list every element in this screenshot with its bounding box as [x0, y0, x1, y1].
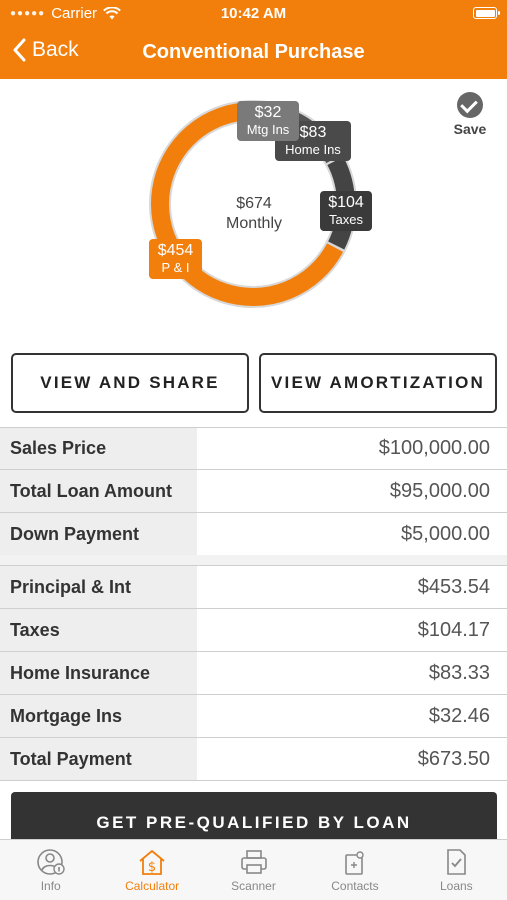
view-amortization-button[interactable]: VIEW AMORTIZATION [259, 353, 497, 413]
tab-scanner[interactable]: Scanner [203, 840, 304, 900]
signal-icon: ●●●●● [10, 8, 46, 19]
segment-home-ins-amount: $83 [299, 124, 327, 141]
header: ●●●●● Carrier 10:42 AM Back Conventional… [0, 0, 507, 79]
tab-label: Info [40, 879, 61, 893]
row-label: Taxes [0, 609, 197, 651]
segment-mtg-ins-name: Mtg Ins [246, 122, 290, 137]
svg-text:$: $ [148, 860, 156, 875]
table-row: Home Insurance $83.33 [0, 652, 507, 695]
table-row: Principal & Int $453.54 [0, 566, 507, 609]
back-label: Back [32, 38, 79, 61]
tab-contacts[interactable]: Contacts [304, 840, 405, 900]
tab-label: Contacts [331, 879, 379, 893]
segment-pi-amount: $454 [157, 242, 194, 259]
checkmark-icon [457, 92, 483, 118]
section-divider [0, 555, 507, 566]
nav-bar: Back Conventional Purchase [0, 30, 507, 76]
monthly-label: Monthly [225, 215, 283, 232]
table-row: Taxes $104.17 [0, 609, 507, 652]
segment-label-mtg-ins: $32 Mtg Ins [237, 101, 299, 141]
back-button[interactable]: Back [12, 38, 79, 62]
row-label: Home Insurance [0, 652, 197, 694]
chart-center-label: $674 Monthly [200, 194, 308, 234]
segment-pi-name: P & I [161, 260, 190, 275]
tab-label: Loans [439, 879, 473, 893]
document-check-icon [447, 849, 467, 875]
status-bar: ●●●●● Carrier 10:42 AM [0, 0, 507, 28]
row-value: $673.50 [417, 748, 490, 770]
payment-donut-chart: $674 Monthly $454 P & I $104 Taxes $83 H… [0, 79, 507, 339]
carrier-label: Carrier [51, 5, 98, 22]
view-and-share-button[interactable]: VIEW AND SHARE [11, 353, 249, 413]
row-value: $104.17 [417, 619, 490, 641]
segment-home-ins-name: Home Ins [285, 142, 341, 157]
tab-info[interactable]: Info [0, 840, 101, 900]
table-row: Total Payment $673.50 [0, 738, 507, 781]
row-value: $5,000.00 [401, 523, 490, 545]
segment-taxes-name: Taxes [329, 212, 363, 227]
segment-taxes-amount: $104 [328, 194, 364, 211]
house-dollar-icon: $ [139, 850, 165, 875]
printer-icon [240, 850, 267, 874]
chevron-left-icon [13, 38, 26, 62]
tab-bar: Info $ Calculator Scanner Contacts Loans [0, 839, 507, 900]
tab-label: Scanner [231, 879, 276, 893]
row-value: $95,000.00 [389, 480, 490, 502]
tab-loans[interactable]: Loans [406, 840, 507, 900]
table-row: Total Loan Amount $95,000.00 [0, 470, 507, 513]
row-value: $100,000.00 [378, 437, 490, 459]
info-person-icon [36, 849, 65, 875]
contacts-icon [345, 851, 364, 875]
table-row: Down Payment $5,000.00 [0, 513, 507, 556]
row-value: $32.46 [428, 705, 490, 727]
row-label: Mortgage Ins [0, 695, 197, 737]
wifi-icon [103, 7, 121, 20]
segment-mtg-ins-amount: $32 [254, 104, 282, 121]
page-title: Conventional Purchase [142, 41, 365, 63]
row-value: $83.33 [428, 662, 490, 684]
tab-calculator[interactable]: $ Calculator [101, 840, 202, 900]
table-row: Mortgage Ins $32.46 [0, 695, 507, 738]
tab-label: Calculator [125, 879, 180, 893]
row-label: Principal & Int [0, 566, 197, 608]
status-time: 10:42 AM [220, 5, 287, 22]
row-value: $453.54 [417, 576, 490, 598]
row-label: Total Payment [0, 738, 197, 780]
save-button[interactable]: Save [444, 92, 496, 137]
row-label: Sales Price [0, 428, 197, 469]
save-label: Save [453, 121, 487, 137]
row-label: Down Payment [0, 513, 197, 555]
row-label: Total Loan Amount [0, 470, 197, 512]
battery-icon [473, 7, 500, 19]
loan-summary-table: Sales Price $100,000.00 Total Loan Amoun… [0, 427, 507, 556]
payment-breakdown-table: Principal & Int $453.54 Taxes $104.17 Ho… [0, 566, 507, 781]
monthly-amount: $674 [236, 195, 272, 212]
segment-label-taxes: $104 Taxes [320, 191, 372, 231]
segment-label-pi: $454 P & I [149, 239, 202, 279]
table-row: Sales Price $100,000.00 [0, 428, 507, 470]
